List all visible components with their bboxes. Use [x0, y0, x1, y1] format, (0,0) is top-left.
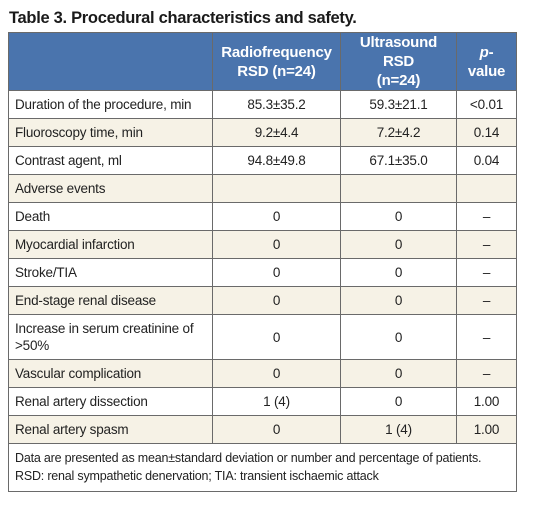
p-value: –: [456, 359, 517, 388]
us-value: 0: [340, 359, 457, 388]
row-label: Myocardial infarction: [8, 230, 213, 259]
header-row: Radiofrequency RSD (n=24) Ultrasound RSD…: [8, 32, 517, 91]
header-p-italic: p: [479, 43, 489, 61]
p-value: –: [456, 202, 517, 231]
p-value: –: [456, 258, 517, 287]
table-row: Vascular complication 0 0 –: [8, 359, 517, 388]
footnote-row: Data are presented as mean±standard devi…: [8, 443, 517, 492]
footnote-line2: RSD: renal sympathetic denervation; TIA:…: [15, 469, 379, 483]
table-row: Increase in serum creatinine of >50% 0 0…: [8, 314, 517, 360]
row-label: Stroke/TIA: [8, 258, 213, 287]
p-value: 1.00: [456, 415, 517, 444]
table-title: Table 3. Procedural characteristics and …: [9, 9, 357, 27]
header-p-rest: -value: [467, 43, 506, 80]
table-row: Death 0 0 –: [8, 202, 517, 231]
header-radiofrequency: Radiofrequency RSD (n=24): [212, 32, 341, 91]
row-label: End-stage renal disease: [8, 286, 213, 315]
table-row: Contrast agent, ml 94.8±49.8 67.1±35.0 0…: [8, 146, 517, 175]
footnote-cell: Data are presented as mean±standard devi…: [8, 443, 517, 492]
row-label: Renal artery dissection: [8, 387, 213, 416]
row-label: Contrast agent, ml: [8, 146, 213, 175]
rf-value: 85.3±35.2: [212, 90, 341, 119]
rf-value: [212, 174, 341, 203]
row-label: Duration of the procedure, min: [8, 90, 213, 119]
p-value: –: [456, 286, 517, 315]
p-value: 1.00: [456, 387, 517, 416]
header-ultrasound: Ultrasound RSD (n=24): [340, 32, 457, 91]
table-row: End-stage renal disease 0 0 –: [8, 286, 517, 315]
table-row: Duration of the procedure, min 85.3±35.2…: [8, 90, 517, 119]
us-value: [340, 174, 457, 203]
us-value: 67.1±35.0: [340, 146, 457, 175]
us-value: 1 (4): [340, 415, 457, 444]
footnote-line1: Data are presented as mean±standard devi…: [15, 451, 482, 465]
rf-value: 1 (4): [212, 387, 341, 416]
p-value: 0.14: [456, 118, 517, 147]
table-row: Fluoroscopy time, min 9.2±4.4 7.2±4.2 0.…: [8, 118, 517, 147]
p-value: 0.04: [456, 146, 517, 175]
procedural-table: Radiofrequency RSD (n=24) Ultrasound RSD…: [8, 32, 517, 492]
rf-value: 94.8±49.8: [212, 146, 341, 175]
us-value: 0: [340, 202, 457, 231]
row-label: Adverse events: [8, 174, 213, 203]
us-value: 0: [340, 230, 457, 259]
row-label: Death: [8, 202, 213, 231]
rf-value: 0: [212, 286, 341, 315]
row-label: Renal artery spasm: [8, 415, 213, 444]
us-value: 0: [340, 286, 457, 315]
us-value: 59.3±21.1: [340, 90, 457, 119]
header-us-line2: (n=24): [376, 72, 421, 89]
row-label: Increase in serum creatinine of >50%: [8, 314, 213, 360]
table-figure: Table 3. Procedural characteristics and …: [8, 8, 517, 492]
us-value: 0: [340, 387, 457, 416]
rf-value: 0: [212, 314, 341, 360]
us-value: 7.2±4.2: [340, 118, 457, 147]
row-label: Vascular complication: [8, 359, 213, 388]
p-value: [456, 174, 517, 203]
header-blank-cell: [8, 32, 213, 91]
table-row: Renal artery dissection 1 (4) 0 1.00: [8, 387, 517, 416]
header-rf-line2: RSD (n=24): [237, 62, 316, 80]
rf-value: 9.2±4.4: [212, 118, 341, 147]
rf-value: 0: [212, 258, 341, 287]
table-body: Duration of the procedure, min 85.3±35.2…: [8, 90, 517, 492]
table-row: Renal artery spasm 0 1 (4) 1.00: [8, 415, 517, 444]
header-us-line1: Ultrasound RSD: [359, 34, 438, 70]
us-value: 0: [340, 258, 457, 287]
rf-value: 0: [212, 202, 341, 231]
row-label: Fluoroscopy time, min: [8, 118, 213, 147]
table-row: Adverse events: [8, 174, 517, 203]
table-row: Stroke/TIA 0 0 –: [8, 258, 517, 287]
p-value: <0.01: [456, 90, 517, 119]
table-row: Myocardial infarction 0 0 –: [8, 230, 517, 259]
p-value: –: [456, 230, 517, 259]
header-rf-line1: Radiofrequency: [221, 43, 332, 61]
us-value: 0: [340, 314, 457, 360]
header-p-value: p-value: [456, 32, 517, 91]
rf-value: 0: [212, 359, 341, 388]
rf-value: 0: [212, 230, 341, 259]
rf-value: 0: [212, 415, 341, 444]
p-value: –: [456, 314, 517, 360]
